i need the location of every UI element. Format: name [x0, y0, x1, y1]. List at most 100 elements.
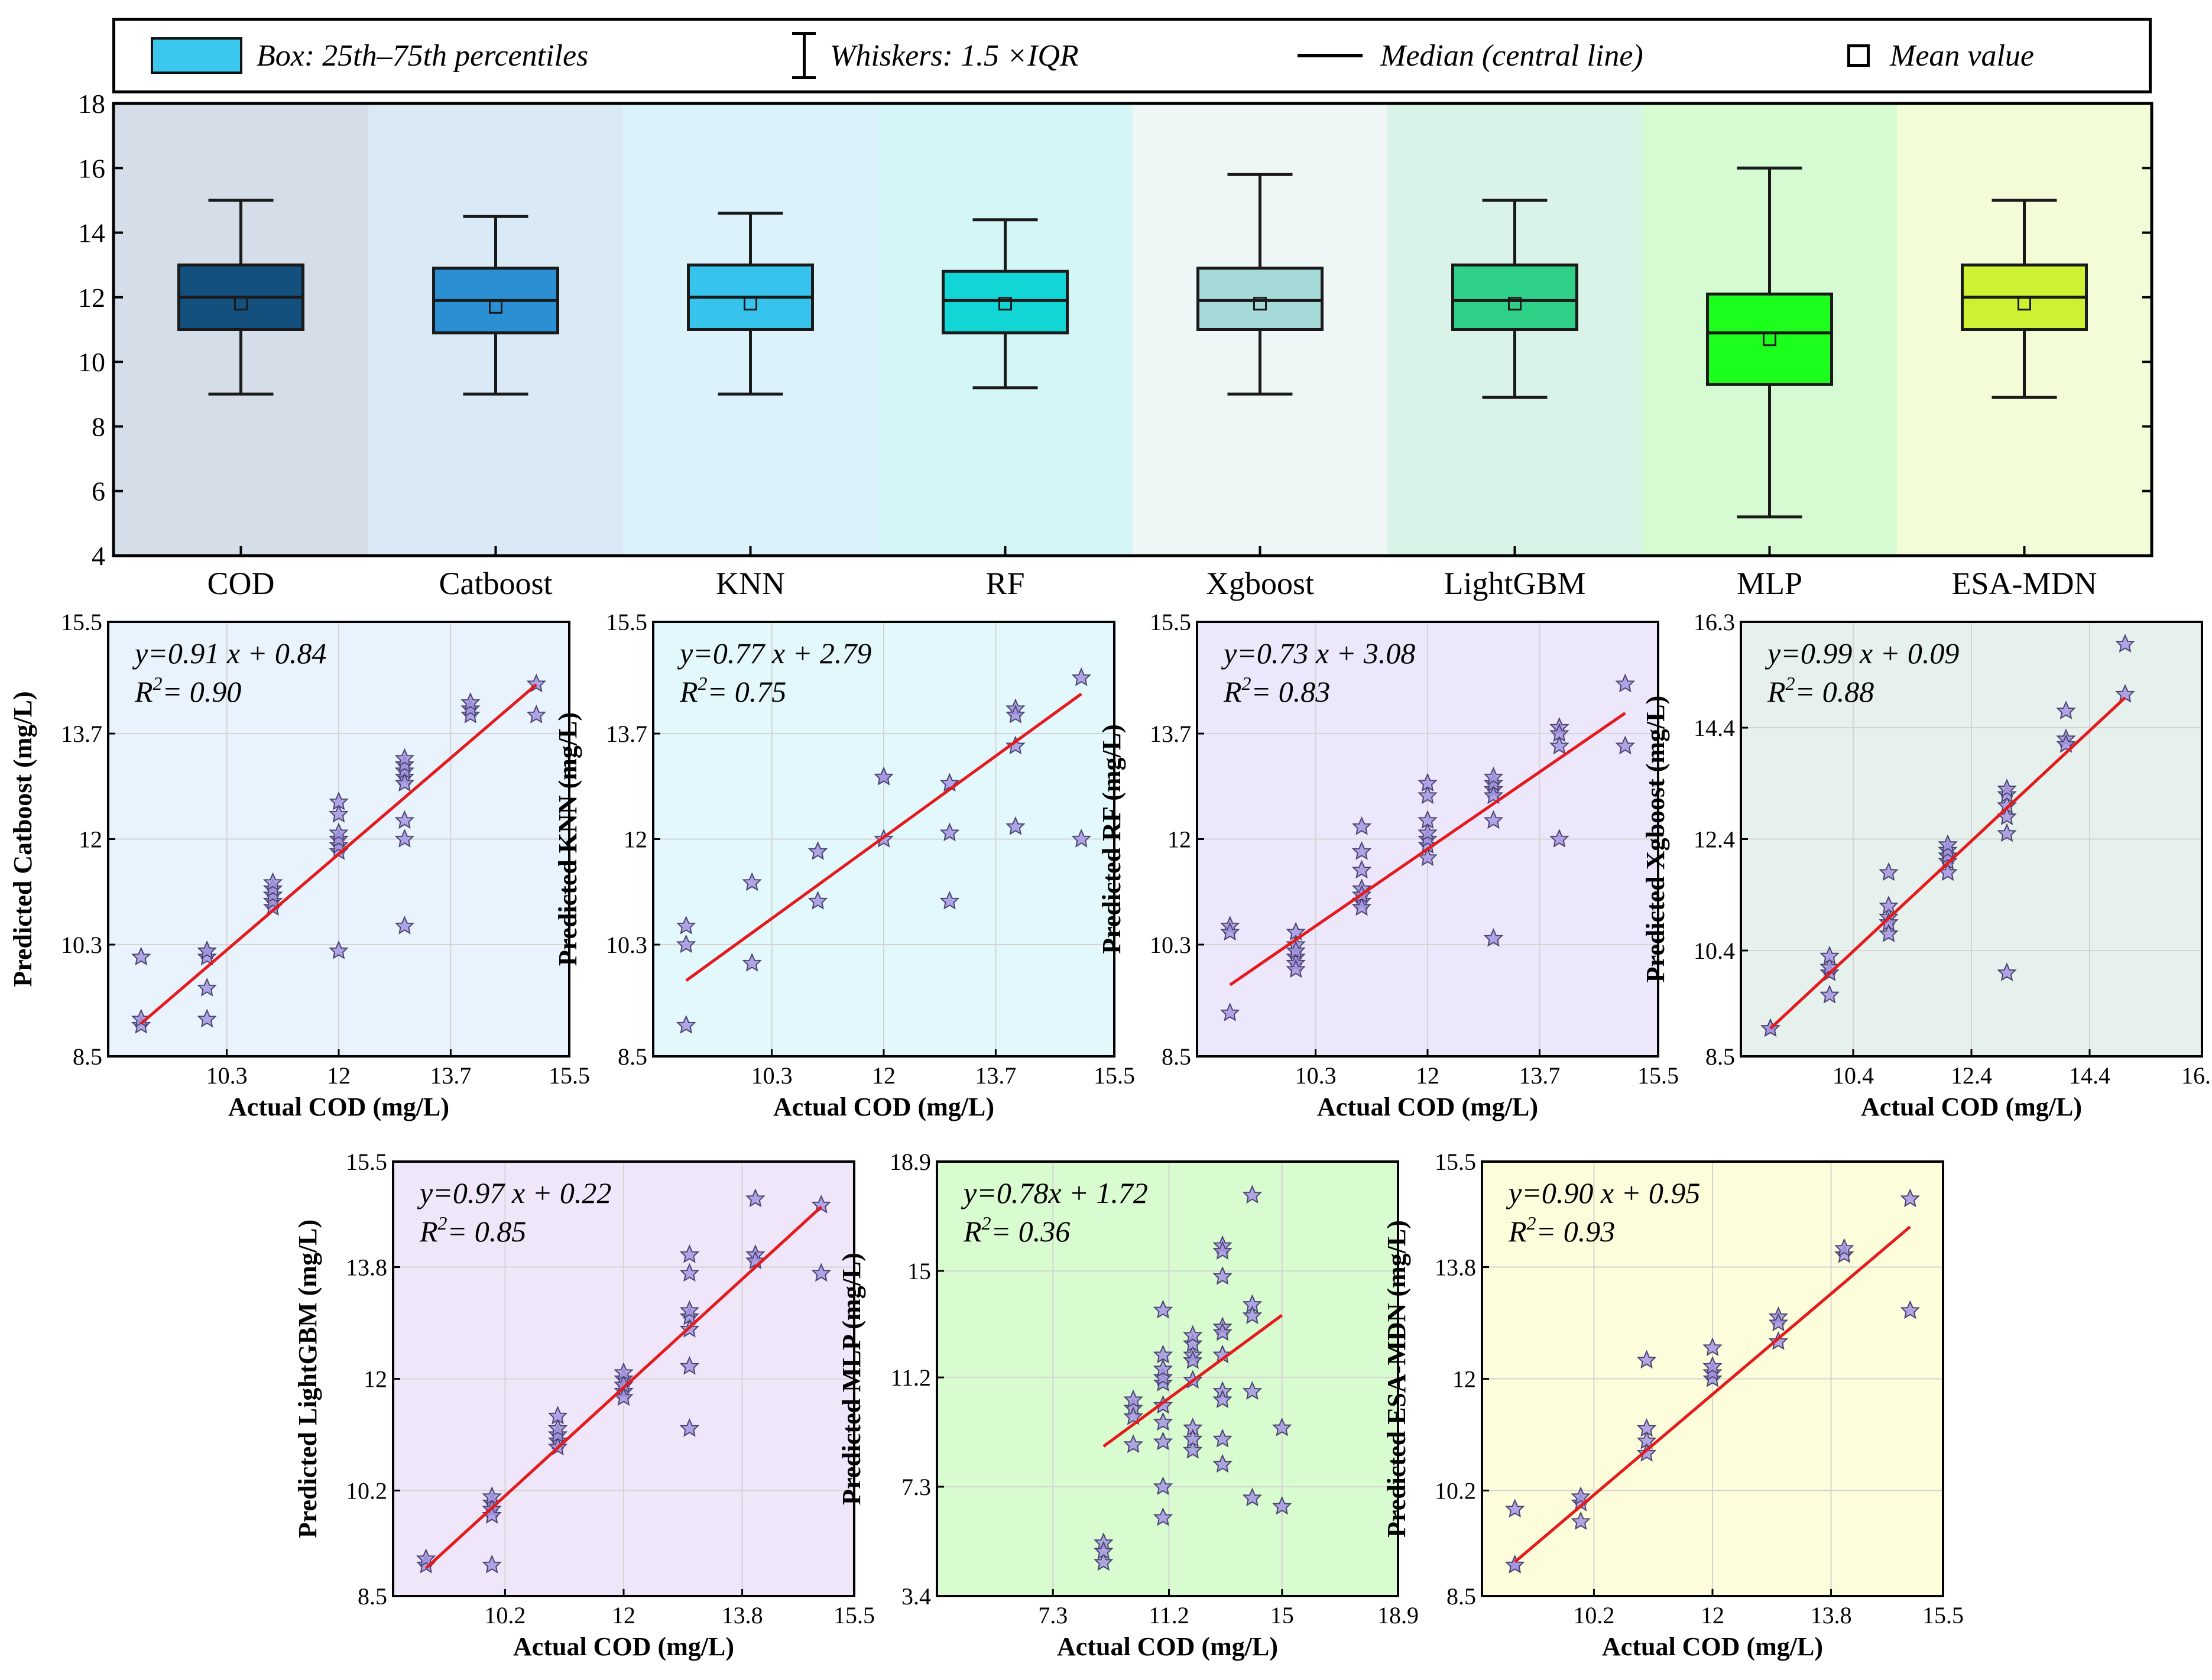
y-axis-label: Predicted RF (mg/L): [1097, 724, 1126, 954]
x-tick-label: 15.5: [1922, 1602, 1964, 1629]
r-squared-superscript: 2: [438, 1212, 447, 1234]
y-tick-label: 10.2: [1435, 1478, 1476, 1504]
r-squared-value: = 0.88: [1795, 675, 1874, 708]
y-tick-label: 8: [92, 411, 105, 442]
y-tick-label: 8.5: [1446, 1583, 1476, 1610]
x-axis-label: Actual COD (mg/L): [513, 1632, 734, 1661]
y-tick-label: 13.8: [1435, 1254, 1476, 1281]
x-tick-label: 10.3: [1295, 1062, 1337, 1089]
x-tick-label: 13.7: [430, 1062, 471, 1089]
fit-line: [425, 1205, 822, 1569]
x-tick-label-knn: KNN: [716, 566, 785, 601]
y-tick-label: 15.5: [1435, 1149, 1476, 1175]
x-axis-label: Actual COD (mg/L): [1861, 1092, 2082, 1121]
scatter-panel-mlp: 7.3 11.2 15 18.9 3.4 7.3 11.2 15 18.9 Actual COD …: [837, 1149, 1419, 1661]
y-tick-label: 12: [79, 826, 102, 853]
legend-median-entry: Median (central line): [1298, 21, 1643, 90]
r-squared-symbol: R: [134, 675, 153, 708]
y-tick-label: 15: [907, 1258, 931, 1285]
r-squared-superscript: 2: [153, 673, 163, 694]
scatter-panel-rf: 10.3 12 13.7 15.5 8.5 10.3 12 13.7 15.5 Actual CO…: [1097, 609, 1679, 1121]
scatter-panel-lightgbm: 10.2 12 13.8 15.5 8.5 10.2 12 13.8 15.5 Actual CO…: [293, 1149, 875, 1661]
y-tick-label: 15.5: [346, 1149, 387, 1175]
r-squared-symbol: R: [679, 675, 698, 708]
r-squared-superscript: 2: [1527, 1212, 1536, 1234]
x-tick-label-xgboost: Xgboost: [1206, 566, 1314, 601]
scatter-panel-xgboost: 10.4 12.4 14.4 16.3 8.5 10.4 12.4 14.4 16.3 Actua…: [1641, 609, 2212, 1121]
box-plot-panel: 4 6 8 10 12 14 16 18 COD Catboost KNN RF Xgboost Ligh…: [78, 89, 2153, 601]
mean-xgboost: [1253, 297, 1267, 311]
y-tick-label: 13.8: [346, 1254, 387, 1281]
y-tick-label: 10: [78, 347, 105, 377]
box-rf: [942, 270, 1069, 335]
x-tick-label: 10.2: [1573, 1602, 1614, 1629]
x-axis-label: Actual COD (mg/L): [1057, 1632, 1278, 1661]
y-axis-label: Predicted LightGBM (mg/L): [293, 1220, 322, 1538]
y-tick-label: 15.5: [1150, 609, 1191, 635]
x-tick-label: 10.3: [751, 1062, 793, 1089]
y-tick-label: 12: [624, 826, 647, 853]
legend-whisker-entry: Whiskers: 1.5 ×IQR: [792, 21, 1079, 90]
r-squared-value: = 0.36: [991, 1215, 1071, 1248]
x-axis-label: Actual COD (mg/L): [1602, 1632, 1823, 1661]
mean-square-icon: [1847, 44, 1870, 67]
y-axis-label: Predicted MLP (mg/L): [837, 1253, 866, 1505]
x-axis-label: Actual COD (mg/L): [773, 1092, 994, 1121]
x-tick-label-lightgbm: LightGBM: [1444, 566, 1585, 601]
y-tick-label: 14.4: [1694, 715, 1735, 741]
axes-frame: [112, 102, 2153, 557]
r-squared-superscript: 2: [1242, 673, 1251, 694]
y-axis-label: Predicted ESA-MDN (mg/L): [1382, 1220, 1411, 1538]
y-tick-label: 14: [78, 218, 105, 248]
x-tick-label: 12: [612, 1602, 635, 1629]
x-tick-label: 10.3: [206, 1062, 248, 1089]
x-tick-label-esa-mdn: ESA-MDN: [1951, 566, 2097, 601]
y-tick-label: 18: [78, 89, 105, 119]
x-tick-label: 10.2: [484, 1602, 526, 1629]
fit-equation: y=0.78x + 1.72: [961, 1176, 1148, 1209]
r-squared-superscript: 2: [1786, 673, 1795, 694]
mean-knn: [744, 297, 757, 311]
y-axis-label: Predicted Catboost (mg/L): [8, 691, 37, 987]
box-xgboost: [1196, 267, 1324, 331]
r-squared-symbol: R: [1223, 675, 1242, 708]
r-squared-value: = 0.90: [163, 675, 242, 708]
y-tick-label: 10.3: [1150, 932, 1191, 958]
y-tick-label: 12: [1167, 826, 1191, 853]
y-tick-label: 8.5: [618, 1043, 647, 1070]
x-tick-label: 18.9: [1377, 1602, 1419, 1629]
x-tick-label: 12: [327, 1062, 351, 1089]
r-squared-value: = 0.83: [1251, 675, 1331, 708]
y-tick-label: 10.3: [61, 932, 102, 958]
mean-cod: [234, 297, 248, 311]
legend-mean-label: Mean value: [1890, 38, 2035, 73]
x-axis-label: Actual COD (mg/L): [1317, 1092, 1538, 1121]
y-tick-label: 8.5: [1705, 1043, 1735, 1070]
x-tick-label-rf: RF: [985, 566, 1024, 601]
r-squared-symbol: R: [963, 1215, 982, 1248]
x-axis-label: Actual COD (mg/L): [228, 1092, 449, 1121]
fit-equation: y=0.73 x + 3.08: [1221, 637, 1415, 670]
fit-line: [1514, 1225, 1911, 1564]
r-squared: R2= 0.75: [679, 673, 786, 708]
x-tick-label: 12: [872, 1062, 896, 1089]
scatter-panels: 10.3 12 13.7 15.5 8.5 10.3 12 13.7 15.5 Actual CO…: [8, 609, 2212, 1661]
y-tick-label: 7.3: [901, 1474, 931, 1500]
y-tick-label: 12: [1452, 1366, 1476, 1393]
y-tick-label: 13.7: [61, 721, 102, 747]
y-tick-label: 10.2: [346, 1478, 387, 1504]
y-axis-label: Predicted Xgboost (mg/L): [1641, 696, 1670, 983]
x-tick-label: 13.8: [722, 1602, 763, 1629]
x-tick-label: 10.4: [1832, 1062, 1874, 1089]
x-tick-label: 15.5: [833, 1602, 875, 1629]
x-tick-label: 7.3: [1038, 1602, 1068, 1629]
r-squared-symbol: R: [1508, 1215, 1527, 1248]
x-tick-label: 13.7: [1519, 1062, 1560, 1089]
scatter-panel-catboost: 10.3 12 13.7 15.5 8.5 10.3 12 13.7 15.5 Actual CO…: [8, 609, 590, 1121]
y-tick-label: 13.7: [606, 721, 647, 747]
mean-rf: [998, 297, 1012, 311]
scatter-panel-esa-mdn: 10.2 12 13.8 15.5 8.5 10.2 12 13.8 15.5 Actual CO…: [1382, 1149, 1964, 1661]
box-mlp: [1706, 292, 1833, 386]
x-tick-label: 13.7: [975, 1062, 1016, 1089]
